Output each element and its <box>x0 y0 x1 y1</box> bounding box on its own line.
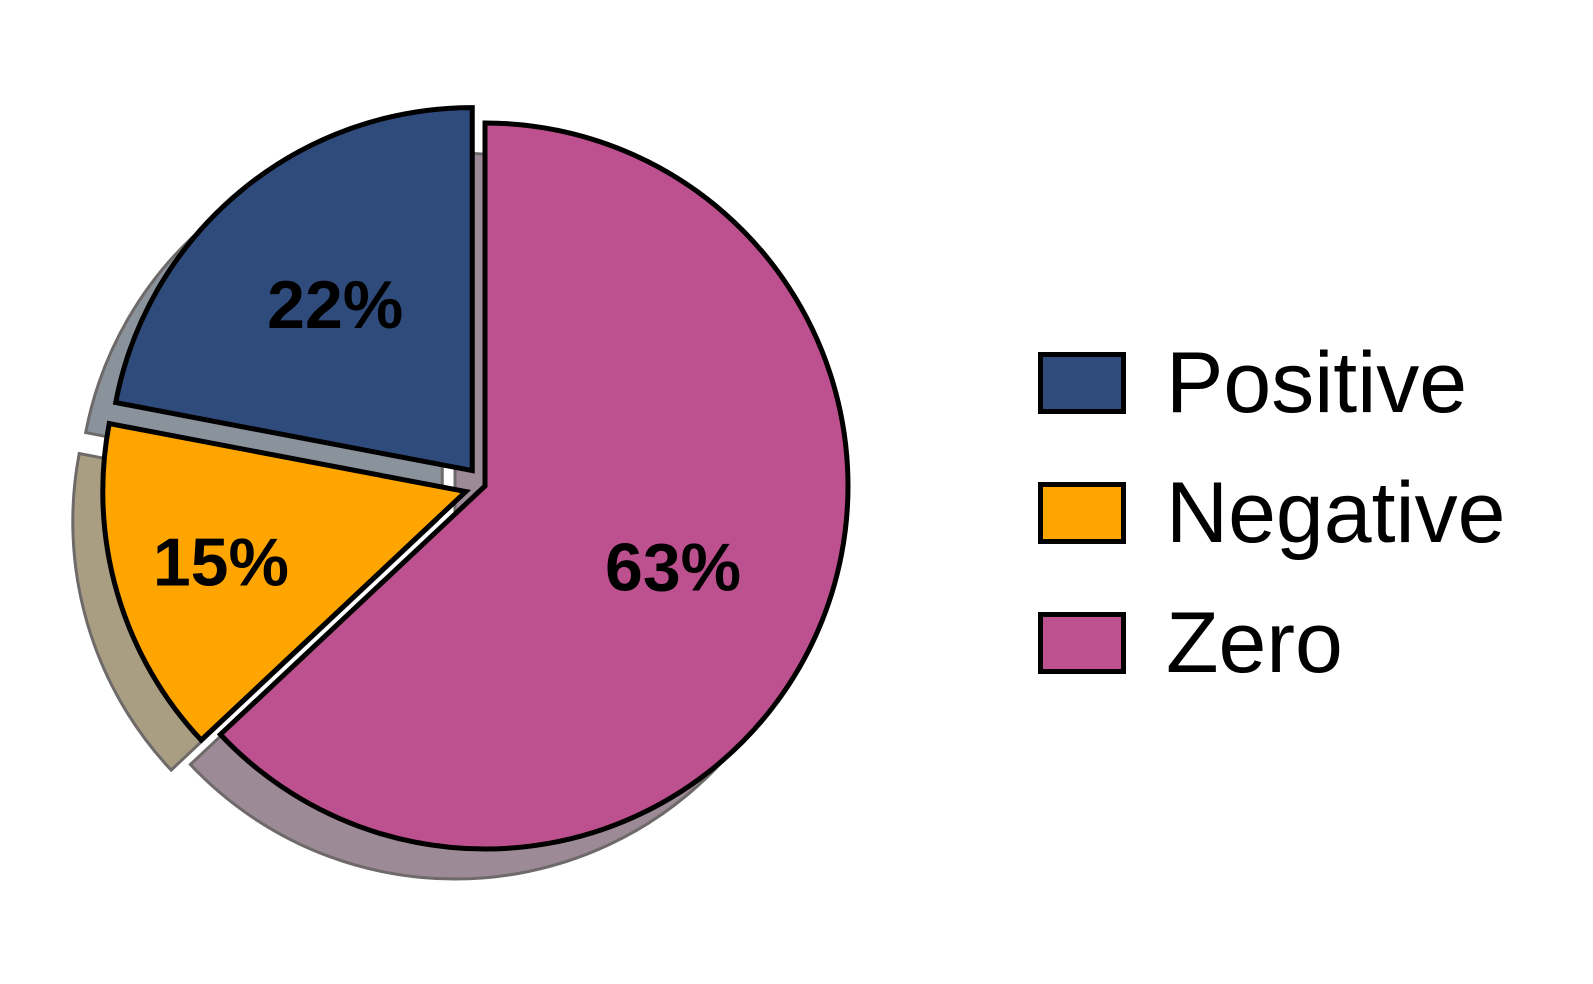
legend: Positive Negative Zero <box>1038 318 1558 708</box>
pie-slice-positive <box>112 105 475 474</box>
legend-swatch-negative <box>1038 482 1126 544</box>
legend-label-negative: Negative <box>1166 465 1506 561</box>
slice-label-zero: 63% <box>605 529 741 605</box>
legend-item-zero: Zero <box>1038 578 1558 708</box>
slice-label-negative: 15% <box>153 525 289 601</box>
legend-item-positive: Positive <box>1038 318 1558 448</box>
legend-item-negative: Negative <box>1038 448 1558 578</box>
pie-slice-zero <box>216 120 851 852</box>
slice-labels: 22% 15% 63% <box>153 267 741 606</box>
slice-label-positive: 22% <box>267 267 403 343</box>
legend-label-zero: Zero <box>1166 595 1343 691</box>
legend-swatch-zero <box>1038 612 1126 674</box>
pie-slices <box>100 105 851 852</box>
pie-slice-negative <box>100 420 472 744</box>
legend-swatch-positive <box>1038 352 1126 414</box>
legend-label-positive: Positive <box>1166 335 1468 431</box>
